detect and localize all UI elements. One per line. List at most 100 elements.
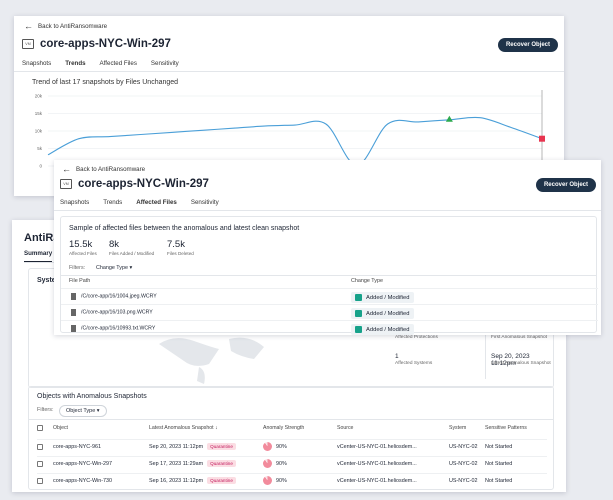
y-tick-label: 5k [37, 146, 43, 151]
objects-filters-label: Filters: [37, 407, 54, 413]
clean-snapshot-marker[interactable] [445, 115, 453, 122]
file-path-cell: /C/core-app/16/10993.txt.WCRY [71, 325, 155, 332]
object-name[interactable]: core-apps-NYC-961 [53, 444, 101, 450]
stat-label: Affected Files [69, 251, 97, 256]
objects-card: Objects with Anomalous Snapshots Filters… [28, 386, 554, 490]
tab-snapshots[interactable]: Snapshots [22, 60, 52, 67]
table-row[interactable]: /C/core-app/16/1004.jpeg.WCRY Added / Mo… [61, 288, 598, 304]
tab-summary[interactable]: Summary [24, 250, 53, 262]
first-anomalous-label: First Anomalous Snapshot [491, 335, 547, 340]
quarantine-badge: Quarantine [207, 443, 236, 450]
table-row[interactable]: /C/core-app/16/10993.txt.WCRY Added / Mo… [61, 320, 598, 336]
pie-chart-icon [263, 442, 272, 451]
change-type-label: Added / Modified [366, 294, 410, 301]
strength-cell: 90% [263, 459, 287, 468]
col-anomaly-strength[interactable]: Anomaly Strength [263, 425, 305, 431]
change-type-chip: Added / Modified [351, 308, 414, 319]
sort-desc-icon: ↓ [215, 425, 218, 431]
stat-value: 7.5k [167, 239, 185, 250]
file-added-icon [355, 294, 362, 301]
affected-files-panel: ← Back to AntiRansomware VM core-apps-NY… [54, 160, 601, 335]
system-cell: US-NYC-02 [449, 461, 478, 467]
row-checkbox[interactable] [37, 478, 43, 484]
stats-divider [485, 329, 486, 379]
back-link[interactable]: ← Back to AntiRansomware [24, 22, 107, 31]
objects-divider [29, 419, 553, 420]
object-name[interactable]: core-apps-NYC-Win-297 [53, 461, 113, 467]
vm-icon: VM [22, 39, 34, 49]
tabs-divider [54, 210, 601, 211]
object-type-filter-label: Object Type [66, 408, 96, 414]
snapshot-date: Sep 16, 2023 11:12pm [149, 478, 204, 484]
file-added-icon [355, 310, 362, 317]
affected-protections-label: Affected Protections [395, 335, 438, 340]
sensitive-cell: Not Started [485, 444, 513, 450]
tab-affected-files[interactable]: Affected Files [99, 60, 137, 67]
file-path-cell: /C/core-app/16/1004.jpeg.WCRY [71, 293, 157, 300]
arrow-left-icon: ← [24, 21, 33, 31]
table-row[interactable]: /C/core-app/16/103.png.WCRY Added / Modi… [61, 304, 598, 320]
y-tick-label: 20k [35, 94, 43, 99]
world-map [159, 337, 264, 384]
col-source[interactable]: Source [337, 425, 354, 431]
stat-files-deleted: 7.5k Files Deleted [167, 239, 194, 256]
table-row[interactable]: core-apps-NYC-Win-730 Sep 16, 2023 11:12… [37, 473, 547, 487]
file-icon [71, 325, 76, 332]
file-path: /C/core-app/16/1004.jpeg.WCRY [81, 293, 157, 300]
col-object[interactable]: Object [53, 425, 68, 431]
strength-value: 90% [276, 477, 287, 484]
col-latest-snapshot-label: Latest Anomalous Snapshot [149, 425, 214, 431]
source-cell: vCenter-US-NYC-01.heliosdem... [337, 478, 417, 484]
col-sensitive[interactable]: Sensitive Patterns [485, 425, 527, 431]
pie-chart-icon [263, 459, 272, 468]
objects-heading: Objects with Anomalous Snapshots [37, 393, 147, 400]
y-tick-label: 0 [39, 164, 42, 169]
snapshot-cell: Sep 16, 2023 11:12pm Quarantine [149, 477, 236, 484]
sensitive-cell: Not Started [485, 461, 513, 467]
file-added-icon [355, 326, 362, 333]
vm-icon: VM [60, 179, 72, 189]
col-file-path[interactable]: File Path [69, 278, 91, 284]
row-checkbox[interactable] [37, 444, 43, 450]
recover-object-button[interactable]: Recover Object [535, 178, 596, 192]
recover-object-button[interactable]: Recover Object [497, 38, 558, 52]
anomalous-snapshot-marker[interactable] [539, 135, 545, 142]
tab-sensitivity[interactable]: Sensitivity [150, 60, 179, 67]
stat-files-added: 8k Files Added / Modified [109, 239, 154, 256]
tab-sensitivity[interactable]: Sensitivity [190, 199, 219, 206]
chevron-down-icon: ▾ [96, 408, 100, 414]
source-cell: vCenter-US-NYC-01.heliosdem... [337, 461, 417, 467]
col-system[interactable]: System [449, 425, 467, 431]
sensitive-cell: Not Started [485, 478, 513, 484]
title-row: VM core-apps-NYC-Win-297 [60, 178, 209, 190]
row-checkbox[interactable] [37, 461, 43, 467]
select-all-checkbox[interactable] [37, 425, 43, 431]
strength-value: 90% [276, 460, 287, 467]
page-title: core-apps-NYC-Win-297 [40, 38, 171, 50]
quarantine-badge: Quarantine [207, 460, 236, 467]
table-row[interactable]: core-apps-NYC-961 Sep 20, 2023 11:12pm Qu… [37, 439, 547, 453]
change-type-label: Added / Modified [366, 326, 410, 333]
pie-chart-icon [263, 476, 272, 485]
quarantine-badge: Quarantine [207, 477, 236, 484]
strength-cell: 90% [263, 476, 287, 485]
col-latest-snapshot[interactable]: Latest Anomalous Snapshot ↓ [149, 425, 218, 431]
object-name[interactable]: core-apps-NYC-Win-730 [53, 478, 113, 484]
system-label: System [37, 277, 62, 284]
tabs-divider [14, 71, 564, 72]
col-change-type[interactable]: Change Type [351, 278, 383, 284]
object-type-filter[interactable]: Object Type ▾ [59, 405, 107, 417]
stat-affected-files: 15.5k Affected Files [69, 239, 97, 256]
chevron-down-icon: ▾ [129, 265, 133, 271]
affected-systems-label: Affected Systems [395, 361, 433, 366]
table-row[interactable]: core-apps-NYC-Win-297 Sep 17, 2023 11:29… [37, 456, 547, 470]
tab-snapshots[interactable]: Snapshots [60, 199, 90, 206]
file-icon [71, 293, 76, 300]
change-type-filter[interactable]: Change Type ▾ [93, 264, 135, 272]
back-link[interactable]: ← Back to AntiRansomware [62, 165, 145, 174]
stat-value: 15.5k [69, 239, 93, 250]
system-cell: US-NYC-02 [449, 444, 478, 450]
tab-trends[interactable]: Trends [103, 199, 123, 206]
file-path: /C/core-app/16/10993.txt.WCRY [81, 325, 156, 332]
arrow-left-icon: ← [62, 164, 71, 174]
